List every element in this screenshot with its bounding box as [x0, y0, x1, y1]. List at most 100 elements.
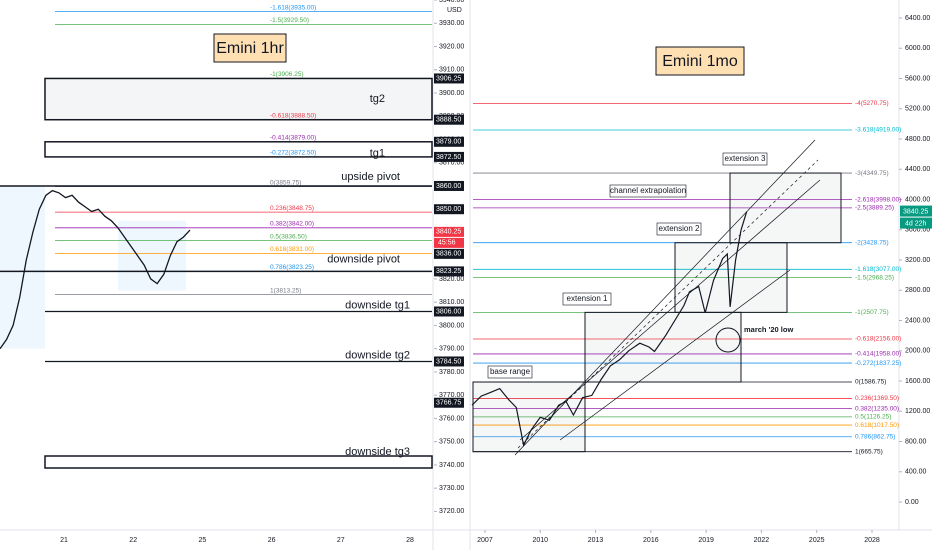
- fib-label: 0.786(3823.25): [270, 264, 314, 271]
- fib-label: -0.414(3879.00): [270, 135, 316, 142]
- fib-label: -0.414(1958.00): [855, 351, 901, 358]
- y-tick-label: 3760.00: [439, 415, 464, 422]
- fib-label: -4(5270.75): [855, 100, 889, 107]
- x-tick-label: 26: [268, 537, 276, 544]
- axis-tag-label: 3888.50: [436, 117, 461, 124]
- y-tick-label: 3810.00: [439, 299, 464, 306]
- y-tick-label: 3800.00: [439, 322, 464, 329]
- fib-label: 0.236(3848.75): [270, 205, 314, 212]
- axis-tag-label: 3840.25: [436, 229, 461, 236]
- annotation-box: [656, 222, 702, 236]
- y-tick-label: 3910.00: [439, 67, 464, 74]
- axis-tag-label: 3879.00: [436, 139, 461, 146]
- axis-tag: [434, 136, 464, 147]
- annotation: extension 3: [725, 154, 766, 163]
- chart-title: Emini 1mo: [662, 53, 738, 70]
- fib-label: 0.5(1126.25): [855, 414, 891, 421]
- y-tick-label: 800.00: [905, 438, 927, 445]
- y-tick-label: 3770.00: [439, 392, 464, 399]
- fib-label: -3(4349.75): [855, 170, 889, 177]
- y-tick-label: 3820.00: [439, 276, 464, 283]
- y-tick-label: 3790.00: [439, 346, 464, 353]
- fib-label: -1.5(2968.25): [855, 274, 894, 281]
- y-tick-label: 1200.00: [905, 408, 930, 415]
- x-tick-label: 2007: [477, 537, 493, 544]
- fib-label: 0.786(862.75): [855, 433, 895, 440]
- y-tick-label: 2000.00: [905, 348, 930, 355]
- y-tick-label: 3780.00: [439, 369, 464, 376]
- axis-tag-label: 3860.00: [436, 183, 461, 190]
- x-tick-label: 2013: [588, 537, 604, 544]
- y-tick-label: 1600.00: [905, 378, 930, 385]
- fib-label: 1(665.75): [855, 448, 883, 455]
- fib-label: 0(1586.75): [855, 379, 886, 386]
- axis-tag: [434, 248, 464, 259]
- fib-label: -0.272(1837.25): [855, 360, 901, 367]
- axis-tag: [434, 180, 464, 191]
- annotation: channel extrapolation: [610, 186, 686, 195]
- annotation: march '20 low: [744, 325, 793, 334]
- annotation: tg2: [370, 93, 385, 105]
- fib-label: 0.5(3836.50): [270, 233, 307, 240]
- title-box: [213, 33, 287, 63]
- annotation-box: [722, 152, 768, 166]
- y-tick-label: 3900.00: [439, 90, 464, 97]
- y-tick-label: 400.00: [905, 469, 927, 476]
- annotation: extension 1: [567, 294, 608, 303]
- axis-tag-label: 3784.50: [436, 358, 461, 365]
- fib-label: 0.618(1017.50): [855, 422, 899, 429]
- x-tick-label: 21: [60, 537, 68, 544]
- axis-tag: [434, 356, 464, 367]
- fib-label: -2.618(3998.00): [855, 196, 901, 203]
- highlight-circle: [715, 327, 741, 353]
- x-tick-label: 2022: [754, 537, 770, 544]
- axis-unit: USD: [447, 7, 462, 14]
- annotation: downside pivot: [327, 253, 400, 265]
- fib-label: -2(3428.75): [855, 239, 889, 246]
- target-zone: [44, 141, 433, 158]
- countdown-label: 45:56: [438, 240, 456, 247]
- axis-tag: [434, 151, 464, 162]
- fib-label: 0(3859.75): [270, 179, 301, 186]
- y-tick-label: 5600.00: [905, 75, 930, 82]
- y-tick-label: 3920.00: [439, 43, 464, 50]
- title-box: [655, 46, 745, 76]
- x-tick-label: 2025: [809, 537, 825, 544]
- axis-tag: [434, 226, 464, 237]
- axis-tag: [434, 266, 464, 277]
- annotation-box: [487, 365, 533, 379]
- axis-tag: [434, 73, 464, 84]
- y-tick-label: 3750.00: [439, 439, 464, 446]
- axis-tag: [434, 397, 464, 408]
- countdown-label: 4d 22h: [905, 220, 927, 227]
- range-shade: [0, 185, 45, 349]
- price-tag: [900, 205, 932, 217]
- x-tick-label: 22: [129, 537, 137, 544]
- annotation: upside pivot: [341, 171, 400, 183]
- fib-label: -1.5(3929.50): [270, 17, 309, 24]
- x-tick-label: 27: [337, 537, 345, 544]
- fib-label: -2.5(3889.25): [855, 205, 894, 212]
- fib-label: -0.618(2156.00): [855, 336, 901, 343]
- y-tick-label: 2400.00: [905, 317, 930, 324]
- fib-label: -3.618(4919.00): [855, 127, 901, 134]
- axis-tag-label: 3766.75: [436, 400, 461, 407]
- x-tick-label: 25: [199, 537, 207, 544]
- range-shade: [118, 220, 186, 291]
- axis-tag-label: 3850.00: [436, 206, 461, 213]
- target-zone: [44, 455, 433, 469]
- y-tick-label: 6000.00: [905, 45, 930, 52]
- extension-box: [584, 311, 742, 383]
- chart-title: Emini 1hr: [216, 40, 284, 57]
- fib-label: 0.382(1235.00): [855, 405, 899, 412]
- axis-tag: [434, 114, 464, 125]
- fib-label: 1(3813.25): [270, 287, 301, 294]
- axis-tag: [434, 306, 464, 317]
- axis-tag-label: 3906.25: [436, 75, 461, 82]
- fib-label: 0.236(1369.50): [855, 395, 899, 402]
- y-tick-label: 0.00: [905, 499, 919, 506]
- axis-tag: [434, 204, 464, 215]
- y-tick-label: 3870.00: [439, 160, 464, 167]
- y-tick-label: 2800.00: [905, 287, 930, 294]
- fib-label: -0.272(3872.50): [270, 150, 316, 157]
